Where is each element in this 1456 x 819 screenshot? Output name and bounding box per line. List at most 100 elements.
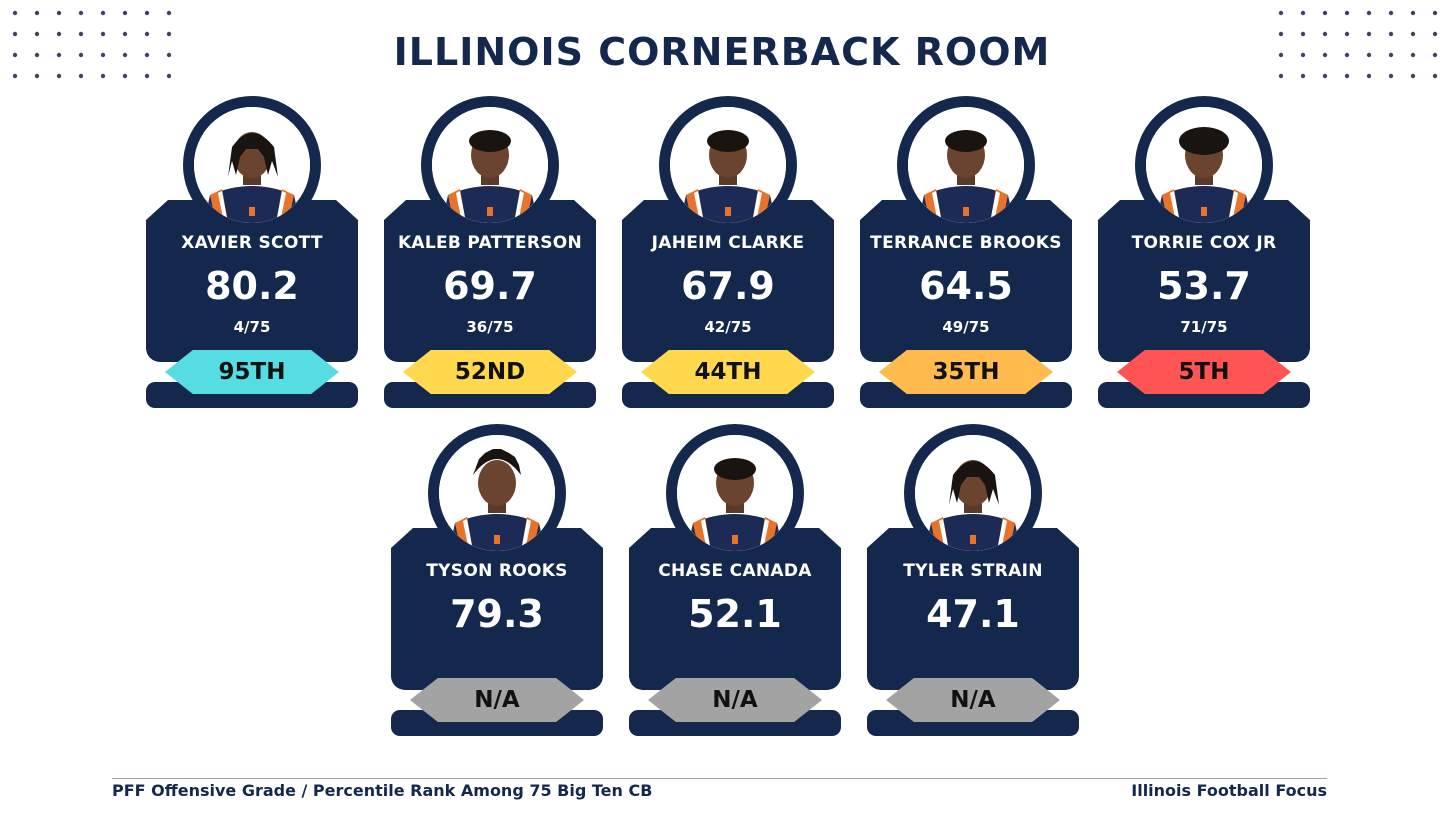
decorative-dot: [1432, 52, 1438, 58]
decorative-dot: [78, 31, 84, 37]
decorative-dot: [100, 52, 106, 58]
decorative-dot: [122, 73, 128, 79]
decorative-dot: [1344, 73, 1350, 79]
decorative-dot: [122, 52, 128, 58]
player-card: CHASE CANADA 52.1 N/A: [629, 424, 841, 736]
decorative-dot: [1300, 31, 1306, 37]
player-grade: 64.5: [919, 264, 1013, 308]
decorative-dot: [1344, 52, 1350, 58]
decorative-dot: [1300, 73, 1306, 79]
player-rank: 36/75: [466, 318, 514, 336]
decorative-dot: [166, 52, 172, 58]
decorative-dot: [1278, 73, 1284, 79]
decorative-dot: [34, 73, 40, 79]
decorative-dot: [1388, 52, 1394, 58]
decorative-dot-grid: [12, 10, 172, 79]
decorative-dot: [1410, 73, 1416, 79]
decorative-dot: [122, 10, 128, 16]
player-photo: [670, 107, 786, 223]
player-name: KALEB PATTERSON: [397, 233, 583, 253]
decorative-dot: [166, 10, 172, 16]
player-grade: 79.3: [450, 592, 544, 636]
player-card: XAVIER SCOTT 80.2 4/75 95TH: [146, 96, 358, 408]
player-card: TERRANCE BROOKS 64.5 49/75 35TH: [860, 96, 1072, 408]
footer-credit: Illinois Football Focus: [1131, 781, 1327, 800]
decorative-dot: [1278, 31, 1284, 37]
player-photo: [908, 107, 1024, 223]
footer-divider: [112, 778, 1327, 779]
decorative-dot: [78, 10, 84, 16]
player-rank: 71/75: [1180, 318, 1228, 336]
decorative-dot: [78, 73, 84, 79]
decorative-dot: [1366, 52, 1372, 58]
footer-caption: PFF Offensive Grade / Percentile Rank Am…: [112, 781, 653, 800]
percentile-badge: 35TH: [879, 350, 1053, 394]
decorative-dot: [1344, 10, 1350, 16]
decorative-dot: [166, 31, 172, 37]
decorative-dot: [1388, 10, 1394, 16]
decorative-dot: [1366, 73, 1372, 79]
player-photo-frame: [659, 96, 797, 234]
decorative-dot: [12, 73, 18, 79]
page-title: ILLINOIS CORNERBACK ROOM: [393, 30, 1051, 74]
decorative-dot: [56, 31, 62, 37]
percentile-badge: N/A: [648, 678, 822, 722]
percentile-badge: N/A: [410, 678, 584, 722]
player-card: JAHEIM CLARKE 67.9 42/75 44TH: [622, 96, 834, 408]
decorative-dot: [56, 73, 62, 79]
player-grade: 53.7: [1157, 264, 1251, 308]
player-name: CHASE CANADA: [658, 561, 812, 581]
player-card: TORRIE COX JR 53.7 71/75 5TH: [1098, 96, 1310, 408]
player-photo-frame: [421, 96, 559, 234]
decorative-dot: [1388, 31, 1394, 37]
percentile-badge: 5TH: [1117, 350, 1291, 394]
percentile-badge: 95TH: [165, 350, 339, 394]
decorative-dot: [1432, 73, 1438, 79]
player-grade: 47.1: [926, 592, 1020, 636]
decorative-dot: [100, 31, 106, 37]
player-photo-frame: [666, 424, 804, 562]
decorative-dot: [1366, 10, 1372, 16]
player-photo: [432, 107, 548, 223]
decorative-dot: [1410, 10, 1416, 16]
player-grade: 69.7: [443, 264, 537, 308]
decorative-dot: [34, 52, 40, 58]
player-photo-frame: [897, 96, 1035, 234]
decorative-dot: [1322, 52, 1328, 58]
decorative-dot: [100, 73, 106, 79]
player-rank: 49/75: [942, 318, 990, 336]
decorative-dot: [1410, 52, 1416, 58]
decorative-dot: [1432, 31, 1438, 37]
player-card: TYLER STRAIN 47.1 N/A: [867, 424, 1079, 736]
decorative-dot: [122, 31, 128, 37]
player-photo-frame: [904, 424, 1042, 562]
decorative-dot: [1388, 73, 1394, 79]
player-name: TYSON ROOKS: [426, 561, 568, 581]
player-photo-frame: [183, 96, 321, 234]
player-photo: [915, 435, 1031, 551]
decorative-dot: [100, 10, 106, 16]
decorative-dot: [78, 52, 84, 58]
player-grade: 67.9: [681, 264, 775, 308]
decorative-dot: [144, 10, 150, 16]
decorative-dot: [166, 73, 172, 79]
player-photo: [1146, 107, 1262, 223]
decorative-dot: [56, 52, 62, 58]
decorative-dot: [12, 10, 18, 16]
player-rank: 4/75: [233, 318, 271, 336]
decorative-dot: [12, 31, 18, 37]
player-card: KALEB PATTERSON 69.7 36/75 52ND: [384, 96, 596, 408]
player-name: TORRIE COX JR: [1131, 233, 1277, 253]
decorative-dot: [12, 52, 18, 58]
decorative-dot: [1432, 10, 1438, 16]
decorative-dot: [1322, 10, 1328, 16]
decorative-dot: [144, 31, 150, 37]
percentile-badge: 52ND: [403, 350, 577, 394]
decorative-dot: [1300, 52, 1306, 58]
decorative-dot: [1344, 31, 1350, 37]
decorative-dot: [1278, 52, 1284, 58]
percentile-badge: N/A: [886, 678, 1060, 722]
percentile-badge: 44TH: [641, 350, 815, 394]
player-photo-frame: [1135, 96, 1273, 234]
decorative-dot: [1300, 10, 1306, 16]
